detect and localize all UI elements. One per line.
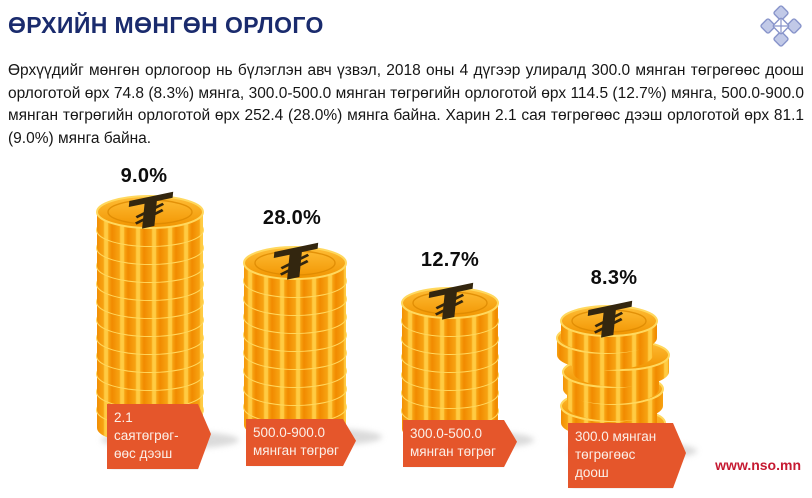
coin-side (402, 303, 498, 336)
category-label-line: төгрөгөөс (575, 447, 636, 463)
category-label-line: 300.0 мянган (575, 429, 657, 444)
coin-inner-ring (571, 309, 647, 333)
category-label: 500.0-900.0 мянган төгрөг (246, 419, 356, 466)
percent-label: 8.3% (590, 267, 638, 289)
category-label-line: 2.1 саятөгрөг- (114, 410, 179, 444)
coin-side (402, 321, 498, 354)
category-label-line: доош (575, 465, 609, 481)
coin-stack-chart: ₮₮₮ ₮ (96, 184, 697, 460)
coin-face (96, 195, 204, 229)
nso-emblem-icon (760, 5, 802, 47)
summary-paragraph: Өрхүүдийг мөнгөн орлогоор нь бүлэглэн ав… (8, 62, 804, 147)
coin-side (402, 375, 498, 408)
website-link[interactable]: www.nso.mn (715, 457, 801, 473)
coin-side (402, 339, 498, 372)
coin-stack: ₮ (243, 235, 382, 446)
coin-inner-ring (412, 291, 488, 315)
coin-stack: ₮ (401, 275, 534, 449)
page-title: ӨРХИЙН МӨНГӨН ОРЛОГО (8, 12, 324, 38)
percent-label: 28.0% (262, 207, 322, 229)
percent-label: 9.0% (120, 165, 168, 187)
percent-label: 12.7% (420, 249, 480, 271)
coin-face (560, 305, 658, 337)
category-label-line: 300.0-500.0 (410, 426, 483, 441)
category-label: 300.0 мянган төгрөгөөс доош (568, 423, 686, 488)
category-label-line: өөс дээш (114, 446, 173, 462)
category-label-line: 500.0-900.0 (253, 425, 326, 440)
category-label-line: мянган төгрөг (410, 444, 496, 460)
coin-inner-ring (254, 250, 336, 276)
coin-inner-ring (107, 199, 193, 225)
category-label: 300.0-500.0 мянган төгрөг (403, 420, 517, 467)
category-label: 2.1 саятөгрөг-өөс дээш (107, 404, 211, 469)
coin-face (243, 246, 347, 280)
coin-face (401, 287, 499, 319)
coin-side (402, 357, 498, 390)
coin-side (402, 393, 498, 426)
category-label-line: мянган төгрөг (253, 443, 339, 459)
